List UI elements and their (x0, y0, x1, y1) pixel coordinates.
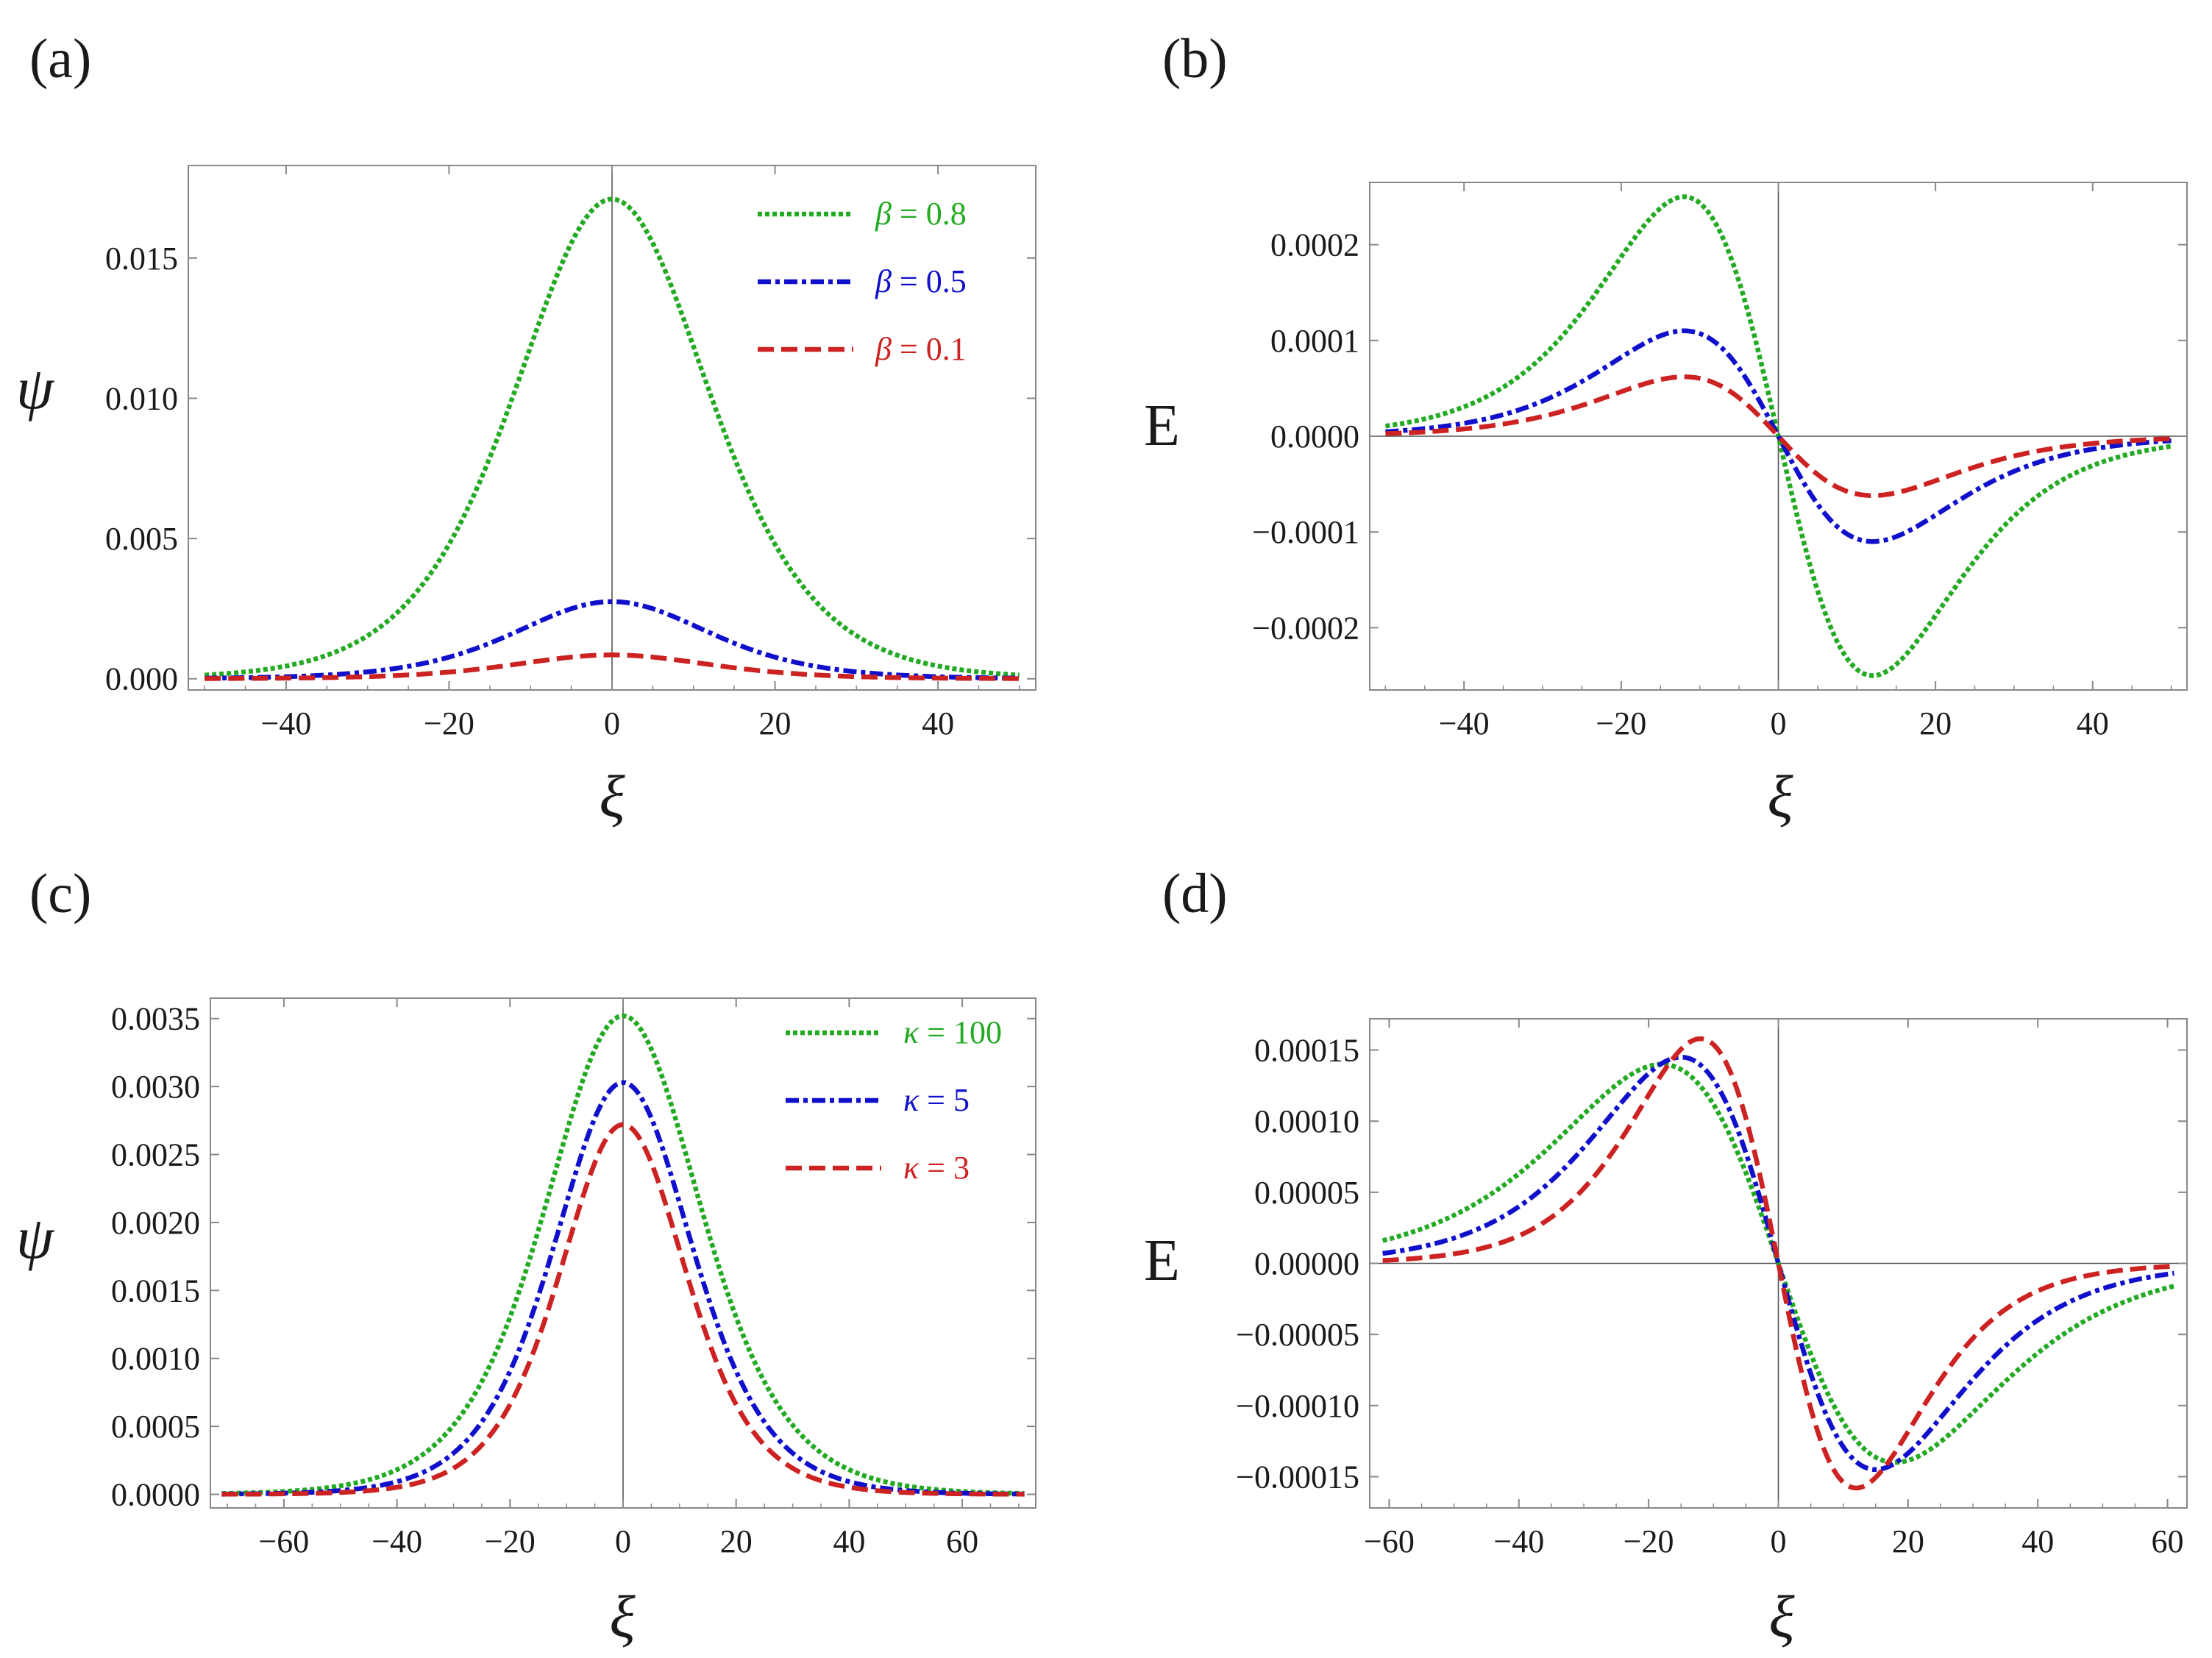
x-tick-label: 60 (946, 1523, 978, 1559)
x-tick-label: 40 (922, 705, 954, 741)
y-tick-label: 0.0010 (111, 1341, 200, 1377)
legend-symbol: β (875, 263, 892, 299)
x-tick-label: −60 (1364, 1523, 1415, 1559)
x-axis-label: ξ (1767, 763, 1793, 830)
y-tick-label: 0.0000 (111, 1477, 200, 1513)
x-tick-label: 60 (2152, 1523, 2184, 1559)
y-tick-label: −0.00015 (1236, 1459, 1359, 1495)
x-axis-label: ξ (1768, 1583, 1795, 1650)
y-tick-label: 0.00010 (1254, 1103, 1359, 1139)
series-line-1 (221, 1013, 1025, 1496)
legend-symbol: β (875, 331, 892, 367)
legend-value: = 0.1 (892, 331, 967, 367)
x-tick-label: 20 (759, 705, 792, 741)
x-axis-label: ξ (609, 1583, 636, 1650)
x-tick-label: 40 (2021, 1523, 2054, 1559)
y-tick-label: −0.00010 (1236, 1388, 1359, 1424)
legend-entry: κ = 5 (903, 1082, 970, 1118)
series-line-3 (205, 652, 1020, 681)
panel-a: (a) −40 −20 0 20 40 0.000 0.005 0.010 0.015 ξ ψ β = … (16, 28, 1036, 830)
y-tick-label: 0.0020 (111, 1205, 200, 1241)
panel-label: (b) (1162, 28, 1228, 90)
y-tick-label: 0.00015 (1254, 1033, 1359, 1069)
x-axis-label: ξ (599, 763, 625, 830)
y-tick-label: 0.005 (105, 521, 178, 557)
x-tick-label: 40 (2077, 705, 2109, 741)
panel-label: (d) (1162, 863, 1228, 925)
y-tick-label: 0.0000 (1270, 419, 1359, 455)
y-axis-label: E (1144, 1228, 1180, 1293)
y-tick-label: 0.010 (105, 380, 178, 416)
series-line-1 (1381, 1061, 2175, 1465)
y-tick-label: −0.0002 (1252, 610, 1359, 646)
y-tick-label: 0.00000 (1254, 1246, 1359, 1282)
panel-c: (c) −60 −40 −20 0 20 40 60 0.0000 0.0005 0.0010 0.0… (16, 863, 1036, 1650)
legend-entry: β = 0.5 (875, 263, 967, 299)
legend-value: = 0.8 (892, 196, 967, 232)
series-line-3 (1382, 1036, 2174, 1491)
panel-label: (a) (29, 28, 91, 90)
legend-entry: κ = 3 (903, 1150, 970, 1186)
x-tick-label: −20 (485, 1523, 536, 1559)
x-tick-label: 0 (1771, 1523, 1787, 1559)
legend-entry: κ = 100 (903, 1014, 1002, 1050)
legend-value: = 0.5 (892, 263, 967, 299)
legend-symbol: κ (903, 1150, 920, 1186)
y-tick-label: 0.00005 (1254, 1175, 1359, 1211)
y-tick-label: 0.0030 (111, 1069, 200, 1105)
x-tick-label: 20 (1892, 1523, 1924, 1559)
series-line-2 (205, 599, 1020, 681)
legend-value: = 3 (919, 1150, 970, 1186)
series-line-2 (221, 1080, 1025, 1497)
x-tick-label: 20 (1919, 705, 1952, 741)
y-tick-label: 0.0015 (111, 1273, 200, 1309)
x-tick-label: 0 (604, 705, 620, 741)
legend-entry: β = 0.1 (875, 331, 967, 367)
legend-value: = 5 (919, 1082, 970, 1118)
y-tick-label: 0.0025 (111, 1137, 200, 1173)
legend-symbol: β (875, 196, 892, 232)
x-tick-label: −20 (424, 705, 474, 741)
x-tick-label: −40 (1493, 1523, 1544, 1559)
x-tick-label: −20 (1596, 705, 1646, 741)
y-axis-label: E (1144, 394, 1180, 458)
y-tick-label: 0.0035 (111, 1001, 200, 1037)
legend-value: = 100 (919, 1014, 1002, 1050)
x-tick-label: −20 (1624, 1523, 1674, 1559)
series-line-2 (1382, 1054, 2174, 1473)
x-tick-label: 40 (833, 1523, 865, 1559)
legend-symbol: κ (903, 1014, 920, 1050)
series-line-2 (1385, 328, 2172, 544)
y-tick-label: −0.00005 (1236, 1317, 1359, 1353)
panel-label: (c) (29, 863, 91, 925)
series-line-3 (221, 1122, 1025, 1497)
legend: β = 0.8β = 0.5β = 0.1 (758, 196, 967, 367)
x-tick-label: −40 (371, 1523, 422, 1559)
y-axis-label: ψ (16, 1204, 55, 1271)
y-tick-label: −0.0001 (1252, 514, 1359, 550)
y-axis-label: ψ (16, 355, 55, 421)
series-line-3 (1385, 374, 2172, 498)
y-tick-label: 0.0001 (1270, 323, 1359, 359)
y-tick-label: 0.015 (105, 241, 178, 277)
y-tick-label: 0.000 (105, 661, 178, 697)
panel-d: (d) −60 −40 −20 0 20 40 60 −0.00015 −0.00010 −0.00… (1144, 863, 2188, 1650)
panel-b: (b) −40 −20 0 20 40 −0.0002 −0.0001 0.0000 0.0001… (1144, 28, 2188, 830)
x-tick-label: 0 (615, 1523, 631, 1559)
x-tick-label: −40 (261, 705, 312, 741)
series-line-1 (205, 196, 1020, 677)
x-tick-label: −60 (258, 1523, 309, 1559)
legend-symbol: κ (903, 1082, 920, 1118)
legend-entry: β = 0.8 (875, 196, 967, 232)
x-tick-label: 0 (1771, 705, 1787, 741)
x-tick-label: 20 (720, 1523, 753, 1559)
x-tick-label: −40 (1439, 705, 1490, 741)
y-tick-label: 0.0005 (111, 1409, 200, 1445)
y-tick-label: 0.0002 (1270, 227, 1359, 263)
